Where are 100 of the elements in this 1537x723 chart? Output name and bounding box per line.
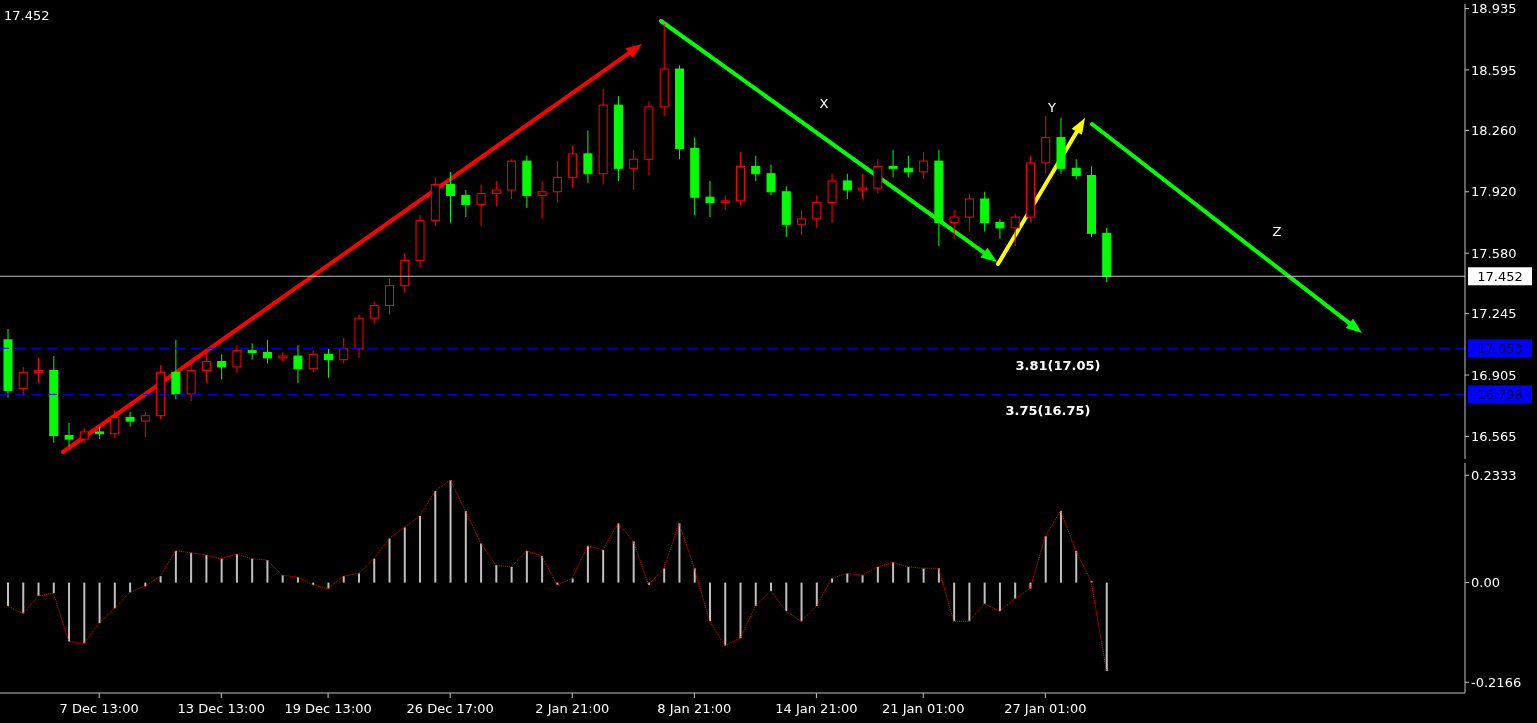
- bar: [266, 560, 269, 583]
- y-tick-label: 18.260: [1471, 123, 1517, 138]
- candlestick: [1071, 158, 1081, 180]
- line-series: [7, 479, 1107, 672]
- bar: [922, 568, 925, 583]
- bar: [357, 573, 360, 583]
- candlestick: [812, 194, 822, 229]
- bar: [1075, 550, 1078, 583]
- candlestick: [140, 411, 150, 438]
- annotation: 17.452: [4, 8, 50, 23]
- y-tick-label: 17.245: [1471, 306, 1517, 322]
- candlestick: [262, 339, 272, 364]
- bar: [663, 568, 666, 583]
- y-tick-label: 16.565: [1471, 429, 1517, 445]
- candlestick: [369, 301, 379, 325]
- bar: [739, 582, 742, 639]
- bar: [281, 575, 284, 583]
- candlestick: [705, 180, 715, 218]
- annotation: 3.75(16.75): [1005, 403, 1091, 418]
- y-tick-label: 0.00: [1471, 575, 1500, 591]
- candlestick: [751, 155, 761, 182]
- candlestick: [293, 344, 303, 384]
- bar: [495, 565, 498, 583]
- candlestick: [629, 149, 639, 191]
- bar: [251, 558, 254, 583]
- bar: [708, 582, 711, 622]
- bar: [770, 582, 773, 591]
- candlestick: [995, 218, 1005, 240]
- bar: [7, 582, 9, 607]
- bar: [861, 575, 864, 583]
- candlestick: [980, 191, 990, 232]
- bar: [52, 582, 55, 594]
- y-tick-label: 18.935: [1471, 1, 1517, 17]
- bar: [190, 552, 193, 583]
- candlestick: [964, 193, 974, 232]
- bar: [571, 578, 574, 583]
- annotation: Z: [1272, 224, 1282, 239]
- y-tick-label: 17.580: [1471, 245, 1517, 261]
- candlestick: [827, 173, 837, 223]
- annotation: X: [819, 96, 829, 111]
- bar: [83, 582, 86, 644]
- bar: [831, 578, 834, 583]
- bar: [388, 538, 391, 583]
- bar: [159, 576, 162, 583]
- bar: [403, 527, 406, 583]
- x-tick-label: 8 Jan 21:00: [657, 701, 732, 716]
- candlestick: [201, 351, 211, 384]
- bar: [22, 582, 25, 614]
- x-tick-label: 26 Dec 17:00: [406, 701, 494, 716]
- x-tick-label: 13 Dec 13:00: [177, 701, 265, 716]
- bar: [541, 555, 544, 583]
- bar: [754, 582, 757, 607]
- bar: [464, 510, 467, 583]
- candlestick: [476, 184, 486, 227]
- bar: [37, 582, 40, 596]
- y-tick-label: 17.920: [1471, 184, 1517, 200]
- candlestick: [797, 209, 807, 236]
- bar: [98, 582, 101, 624]
- x-tick-label: 19 Dec 13:00: [284, 701, 372, 716]
- candlestick: [34, 357, 44, 384]
- bar: [327, 582, 330, 589]
- bar: [68, 582, 71, 642]
- bar: [525, 550, 528, 583]
- x-tick-label: 7 Dec 13:00: [59, 701, 139, 716]
- bar: [342, 576, 345, 583]
- candlestick: [1010, 212, 1020, 247]
- bar: [205, 555, 208, 583]
- candlestick: [461, 189, 471, 218]
- bar: [953, 582, 956, 622]
- bar: [785, 582, 788, 612]
- bar: [480, 543, 483, 583]
- bar: [983, 582, 986, 604]
- x-tick-label: 14 Jan 21:00: [775, 701, 858, 716]
- candlestick: [110, 409, 120, 438]
- candlestick: [888, 149, 898, 178]
- annotation: 3.81(17.05): [1015, 358, 1101, 373]
- candlestick: [385, 277, 395, 316]
- candlestick: [949, 209, 959, 240]
- candlestick: [873, 158, 883, 195]
- candlestick: [171, 339, 181, 400]
- bar: [174, 550, 177, 583]
- bar: [1105, 582, 1108, 671]
- bar: [113, 582, 116, 609]
- candlestick: [186, 361, 196, 402]
- candlestick: [583, 129, 593, 184]
- bar: [1044, 536, 1047, 583]
- x-tick-label: 2 Jan 21:00: [535, 701, 610, 716]
- y-tick-label: 0.2333: [1471, 467, 1517, 483]
- candlestick: [217, 353, 227, 381]
- candlestick: [125, 411, 135, 427]
- x-tick-label: 21 Jan 01:00: [882, 701, 965, 716]
- bar: [846, 573, 849, 583]
- candlestick: [858, 173, 868, 200]
- ref-line-label: 17.053: [1477, 341, 1523, 357]
- bar: [419, 515, 422, 583]
- bar: [373, 558, 376, 583]
- bar: [892, 562, 895, 583]
- bar: [800, 582, 803, 622]
- bar: [678, 523, 681, 583]
- candlestick: [537, 180, 547, 220]
